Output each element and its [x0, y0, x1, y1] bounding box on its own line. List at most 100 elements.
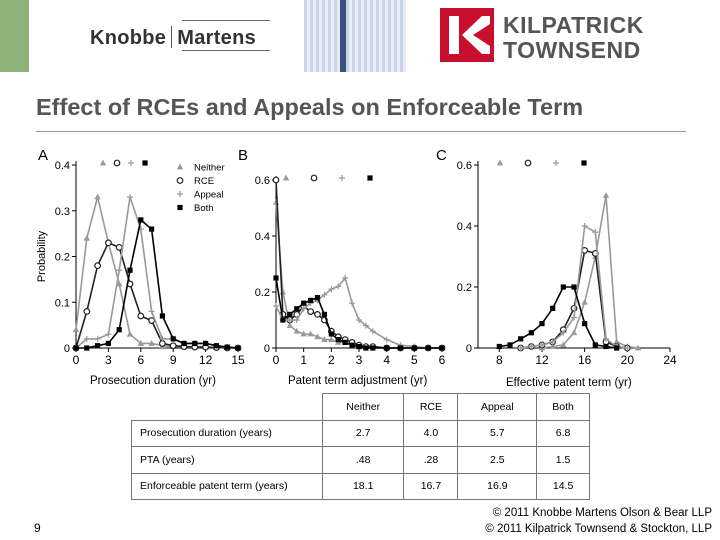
- panel-b-appeal-point: [300, 305, 307, 312]
- panel-b-label: B: [238, 147, 248, 164]
- panel-b-both-point: [411, 345, 417, 351]
- knobbe-logo-rule-bottom: [182, 50, 270, 51]
- panel-b-appeal-point: [362, 322, 369, 329]
- panel-c-both-point: [614, 345, 620, 351]
- panel-b-both-point: [335, 337, 341, 343]
- panel-c-appeal-top-marker: [553, 160, 559, 166]
- panel-b-y-tick-label: 0.4: [255, 231, 270, 243]
- panel-c-y-tick-label: 0: [466, 343, 472, 355]
- panel-b-rce-point: [314, 311, 321, 318]
- table-cell: .48: [321, 446, 405, 474]
- panel-c-both-point: [507, 342, 513, 348]
- table-cell: 14.5: [536, 472, 590, 500]
- panel-b-both-point: [370, 345, 376, 351]
- knobbe-martens-logo: Knobbe Martens: [90, 26, 256, 50]
- legend-neither-marker: [176, 163, 184, 170]
- panel-a-appeal-point: [159, 335, 166, 342]
- panel-c-y-tick-label: 0.2: [457, 282, 472, 294]
- panel-c-both-point: [496, 343, 502, 350]
- legend-both-label: Both: [194, 203, 214, 214]
- panel-b-appeal-point: [349, 300, 356, 307]
- panel-c-both-point: [592, 342, 598, 348]
- panel-a-y-tick-label: 0: [64, 343, 70, 355]
- legend-neither-label: Neither: [194, 163, 225, 174]
- panel-b-appeal-point: [293, 317, 300, 323]
- legend-appeal-label: Appeal: [194, 190, 224, 201]
- panel-a-neither-point: [72, 326, 80, 333]
- panel-b-neither-point: [314, 333, 321, 340]
- legend-both-marker: [177, 204, 183, 211]
- panel-a-label: A: [38, 147, 48, 164]
- stripe-band-left: [304, 0, 340, 72]
- panel-b-appeal-point: [383, 336, 390, 343]
- panel-c-neither-point: [570, 329, 578, 336]
- panel-a-both-point: [159, 313, 165, 319]
- panel-a-neither-point: [126, 330, 134, 337]
- panel-a-x-tick-label: 9: [170, 353, 177, 367]
- panel-a-both-point: [138, 217, 144, 223]
- panel-b-x-tick-label: 1: [300, 353, 307, 367]
- panel-a-neither-top-marker: [99, 159, 107, 166]
- knobbe-logo-divider: [171, 26, 173, 48]
- table-col-header: RCE: [403, 393, 459, 421]
- panel-a-neither-point: [137, 340, 144, 346]
- page-number: 9: [34, 521, 41, 535]
- panel-b-neither-line: [275, 202, 442, 349]
- copyright-notice: © 2011 Knobbe Martens Olson & Bear LLP ©…: [462, 505, 712, 537]
- panel-a-both-point: [73, 345, 79, 351]
- table-cell: 5.7: [457, 419, 538, 447]
- panel-b-appeal-point: [335, 283, 342, 290]
- knobbe-logo-right: Martens: [177, 27, 257, 49]
- slide-title: Effect of RCEs and Appeals on Enforceabl…: [36, 94, 584, 120]
- panel-a-y-tick-label: 0.3: [55, 206, 70, 218]
- panel-a-x-tick-label: 0: [73, 353, 80, 367]
- panel-b-both-point: [328, 331, 334, 337]
- panel-b-neither-point: [321, 336, 328, 342]
- panel-a-both-point: [105, 340, 111, 347]
- table-corner-cell: [131, 393, 323, 421]
- panel-c-x-tick-label: 8: [496, 353, 503, 367]
- panel-b-x-axis-label: Patent term adjustment (yr): [288, 375, 427, 387]
- table-header-row: Neither RCE Appeal Both: [131, 393, 590, 421]
- table-row-label: PTA (years): [131, 446, 323, 474]
- panel-c-label: C: [436, 147, 447, 164]
- green-band: [0, 0, 29, 72]
- stripe-band-right: [346, 0, 406, 72]
- panel-c-both-point: [582, 321, 588, 327]
- panel-b-both-point: [321, 311, 328, 317]
- panel-a-both-top-marker: [142, 160, 148, 166]
- panel-a-appeal-point: [127, 194, 133, 201]
- panel-b-x-tick-label: 5: [411, 353, 418, 367]
- panel-b-both-point: [307, 297, 314, 303]
- table-cell: 4.0: [403, 419, 459, 447]
- panel-a-rce-top-marker: [113, 159, 121, 167]
- panel-a-both-point: [127, 267, 133, 273]
- kt-logo-line1: KILPATRICK: [503, 12, 644, 38]
- panel-a-appeal-point: [94, 335, 101, 342]
- panel-a-appeal-point: [105, 331, 112, 338]
- panel-b-both-point: [287, 311, 293, 317]
- panel-b-appeal-top-marker: [339, 175, 345, 181]
- panel-b-both-point: [356, 344, 362, 350]
- legend-rce-marker: [176, 177, 184, 184]
- table-cell: 2.7: [321, 419, 405, 447]
- panel-c-neither-point: [602, 192, 610, 198]
- copyright-line-1: © 2011 Knobbe Martens Olson & Bear LLP: [492, 507, 712, 519]
- panel-c-neither-point: [549, 343, 556, 349]
- panel-b-both-point: [397, 345, 404, 351]
- panel-c-appeal-point: [539, 341, 545, 348]
- panel-c-neither-point: [560, 341, 567, 348]
- panel-a-rce-point: [94, 262, 101, 270]
- panel-a-both-point: [192, 340, 198, 347]
- panel-a-appeal-top-marker: [128, 160, 134, 166]
- panel-c-both-point: [539, 321, 545, 327]
- panel-a-both-point: [235, 345, 241, 351]
- panel-c-both-point: [528, 330, 534, 336]
- panel-a-appeal-point: [148, 308, 155, 315]
- panel-c-appeal-point: [581, 223, 588, 229]
- legend-appeal-marker: [177, 191, 183, 197]
- panel-b-both-point: [280, 317, 286, 323]
- panel-b-both-point: [439, 345, 445, 351]
- kilpatrick-logo-mark-icon: [440, 8, 494, 62]
- panel-c-both-point: [603, 343, 609, 350]
